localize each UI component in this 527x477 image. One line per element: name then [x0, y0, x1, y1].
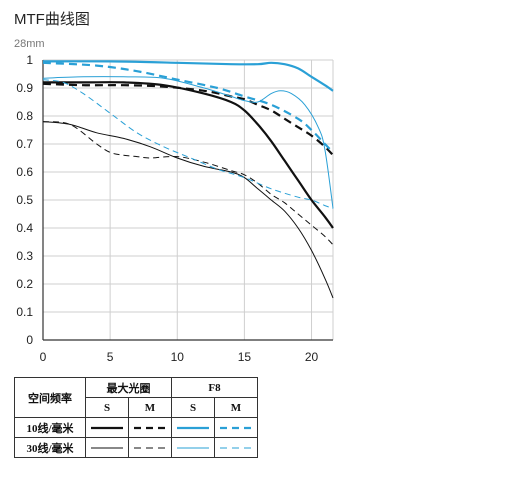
y-tick-label: 0.6: [16, 165, 33, 179]
series-line-4: [42, 121, 334, 246]
legend-col-s: S: [171, 397, 215, 418]
legend-row-header: 空间频率: [14, 377, 86, 418]
y-tick-label: 0.8: [16, 109, 33, 123]
y-tick-label: 1: [26, 53, 33, 67]
x-tick-label: 15: [238, 350, 252, 364]
legend-swatch: [214, 437, 258, 458]
legend-row-label: 10线/毫米: [14, 417, 86, 438]
series-line-7: [42, 76, 334, 209]
series-line-5: [42, 60, 334, 92]
series-line-1: [42, 81, 334, 229]
legend-group-max-aperture: 最大光圈: [85, 377, 172, 398]
series-line-6: [42, 61, 334, 154]
y-tick-label: 0.3: [16, 249, 33, 263]
x-tick-label: 0: [40, 350, 47, 364]
legend-swatch: [128, 437, 172, 458]
legend-swatch: [214, 417, 258, 438]
legend-table: 空间频率 最大光圈 F8 S M S M 10线/毫米 30线/毫米: [14, 377, 258, 458]
x-tick-label: 10: [171, 350, 185, 364]
x-tick-label: 5: [107, 350, 114, 364]
chart-title: MTF曲线图: [14, 11, 90, 28]
chart-subtitle: 28mm: [14, 38, 45, 50]
y-tick-label: 0.5: [16, 193, 33, 207]
legend-col-m: M: [128, 397, 172, 418]
legend-swatch: [171, 417, 215, 438]
legend-swatch: [85, 437, 129, 458]
legend-swatch: [171, 437, 215, 458]
mtf-chart: 00.10.20.30.40.50.60.70.80.910 5 10 15 20: [16, 53, 334, 364]
legend-swatch: [128, 417, 172, 438]
y-tick-label: 0.7: [16, 137, 33, 151]
legend-col-s: S: [85, 397, 129, 418]
legend-row-label: 30线/毫米: [14, 437, 86, 458]
y-tick-label: 0.2: [16, 277, 33, 291]
y-tick-label: 0.1: [16, 305, 33, 319]
x-tick-label: 20: [305, 350, 319, 364]
series-line-3: [42, 121, 334, 299]
series-line-8: [42, 79, 334, 209]
y-tick-label: 0.9: [16, 81, 33, 95]
legend-swatch: [85, 417, 129, 438]
y-tick-label: 0.4: [16, 221, 33, 235]
legend-group-f8: F8: [171, 377, 258, 398]
legend-col-m: M: [214, 397, 258, 418]
y-tick-label: 0: [26, 333, 33, 347]
